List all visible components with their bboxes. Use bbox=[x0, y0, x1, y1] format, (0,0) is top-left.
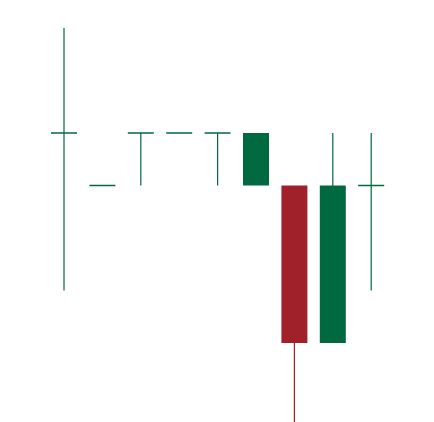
candle-7 bbox=[319, 133, 346, 343]
candles-group bbox=[51, 28, 385, 422]
candle-6 bbox=[281, 185, 308, 422]
candle-body bbox=[319, 185, 346, 343]
candle-body bbox=[243, 133, 269, 186]
candle-2 bbox=[127, 132, 154, 186]
candle-4 bbox=[204, 132, 231, 186]
candle-0 bbox=[51, 28, 77, 291]
candle-8 bbox=[358, 133, 385, 291]
candle-body bbox=[281, 185, 308, 343]
candle-5 bbox=[243, 133, 269, 186]
